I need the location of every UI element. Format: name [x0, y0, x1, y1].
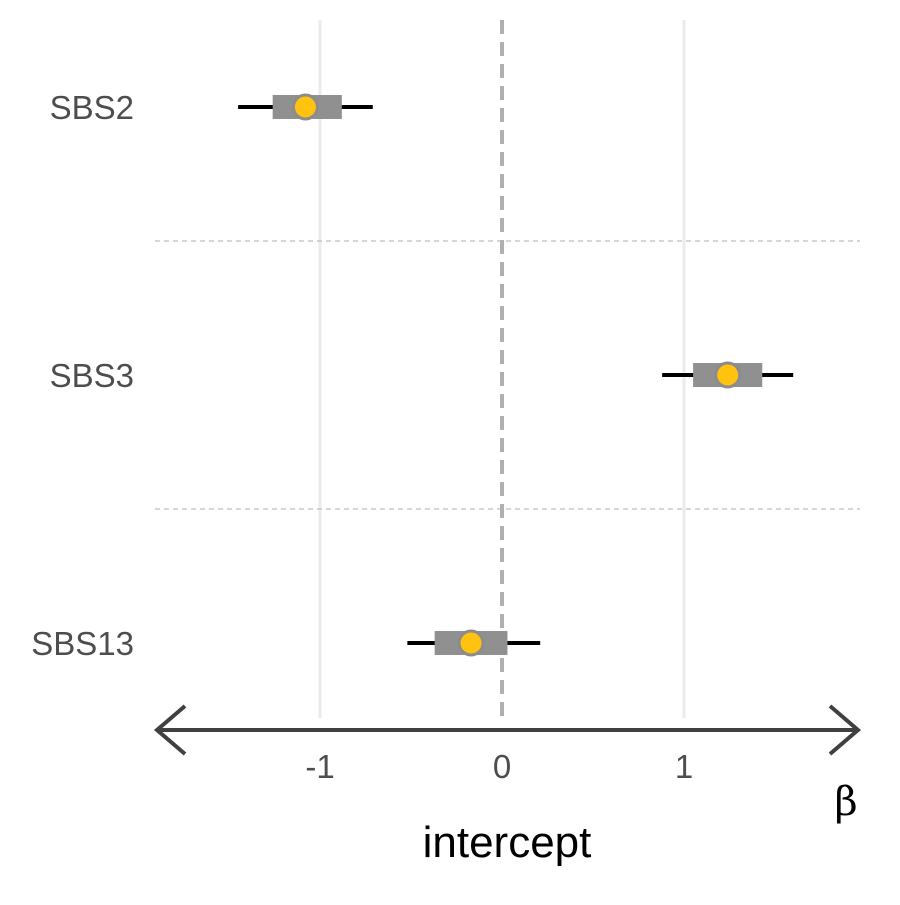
- category-label-sbs2: SBS2: [50, 89, 134, 126]
- x-axis-right-arrowhead: [828, 704, 862, 756]
- category-labels: SBS2 SBS3 SBS13: [31, 89, 134, 662]
- estimate-point-sbs2: [291, 93, 319, 121]
- x-axis-title: intercept: [423, 818, 592, 867]
- estimate-point-sbs13: [457, 629, 485, 657]
- estimate-point-sbs3: [714, 361, 742, 389]
- category-separators: [155, 240, 860, 510]
- x-tick-label-0: 0: [493, 748, 511, 785]
- x-tick-label-1: 1: [675, 748, 693, 785]
- x-axis-left-arrowhead: [153, 704, 187, 756]
- gridlines: [318, 20, 686, 718]
- x-tick-label--1: -1: [305, 748, 334, 785]
- estimate-points: [291, 93, 742, 657]
- axis-symbol-label: β: [834, 779, 857, 825]
- x-axis: -1 0 1: [153, 704, 862, 785]
- category-label-sbs13: SBS13: [31, 625, 134, 662]
- category-label-sbs3: SBS3: [50, 357, 134, 394]
